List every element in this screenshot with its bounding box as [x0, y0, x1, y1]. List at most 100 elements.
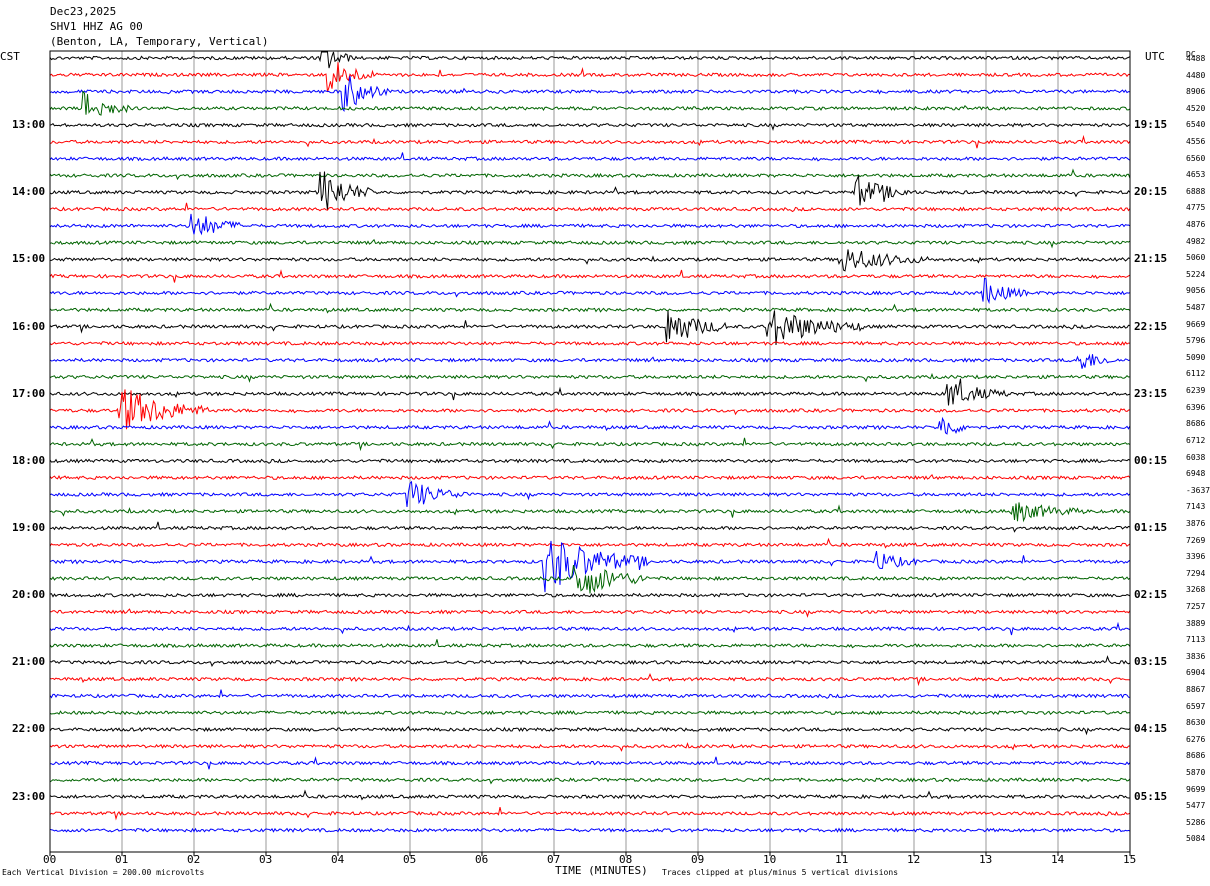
utc-hour-label: 03:15 — [1134, 655, 1168, 669]
seismic-trace — [49, 806, 1131, 821]
dc-offset-label: 9669 — [1186, 319, 1206, 329]
x-tick-label: 12 — [907, 853, 921, 866]
seismic-trace — [49, 756, 1131, 770]
x-tick-label: 06 — [475, 853, 489, 866]
dc-offset-label: 6948 — [1186, 469, 1206, 479]
dc-offset-label: 9056 — [1186, 286, 1206, 296]
dc-offset-label: 6888 — [1186, 186, 1206, 196]
dc-offset-label: -3637 — [1186, 485, 1210, 495]
dc-offset-label: 5286 — [1186, 817, 1206, 827]
dc-offset-label: 8686 — [1186, 419, 1206, 429]
seismic-trace — [49, 238, 1131, 249]
dc-offset-label: 5870 — [1186, 767, 1206, 777]
seismic-trace — [49, 269, 1131, 283]
seismic-trace — [49, 340, 1130, 347]
dc-offset-label: 6597 — [1186, 701, 1206, 711]
utc-hour-label: 04:15 — [1134, 722, 1168, 736]
dc-offset-label: 8630 — [1186, 718, 1206, 728]
seismic-trace — [49, 540, 1131, 593]
minute-gridlines — [121, 51, 1059, 852]
cst-hour-label: 19:00 — [12, 521, 46, 535]
utc-hour-label: 20:15 — [1134, 185, 1168, 199]
utc-hour-label: 02:15 — [1134, 588, 1168, 602]
cst-hour-label: 14:00 — [12, 185, 46, 199]
seismic-trace — [49, 416, 1131, 435]
seismic-trace — [49, 521, 1131, 533]
utc-hour-label: 22:15 — [1134, 319, 1168, 333]
dc-offset-label: 4556 — [1186, 137, 1206, 147]
x-tick-label: 08 — [619, 853, 633, 866]
clipping-note: Traces clipped at plus/minus 5 vertical … — [662, 868, 899, 877]
seismic-trace — [49, 389, 1131, 430]
dc-offset-label: 4982 — [1186, 236, 1206, 246]
seismic-trace — [49, 75, 1131, 112]
x-tick-label: 14 — [1051, 853, 1065, 866]
dc-offset-label: 6560 — [1186, 153, 1206, 163]
dc-offset-label: 6540 — [1186, 120, 1206, 130]
location-label: (Benton, LA, Temporary, Vertical) — [50, 35, 269, 48]
utc-hour-label: 01:15 — [1134, 521, 1168, 535]
seismic-trace — [49, 378, 1131, 406]
cst-hour-label: 21:00 — [12, 655, 46, 669]
dc-offset-label: 9699 — [1186, 784, 1206, 794]
cst-hour-label: 13:00 — [12, 118, 46, 132]
date-label: Dec23,2025 — [50, 5, 117, 18]
dc-offset-label: 4876 — [1186, 220, 1206, 230]
x-tick-label: 00 — [43, 853, 57, 866]
dc-offset-label: 6396 — [1186, 402, 1206, 412]
dc-offset-label: 4775 — [1186, 203, 1206, 213]
dc-offset-label: 3889 — [1186, 618, 1206, 628]
seismic-trace — [49, 202, 1131, 213]
seismic-trace — [49, 213, 1131, 236]
dc-offset-label: 3268 — [1186, 585, 1206, 595]
seismic-trace — [49, 621, 1131, 636]
dc-offset-label: 8906 — [1186, 87, 1206, 97]
dc-offset-label: 5487 — [1186, 303, 1206, 313]
seismic-trace — [49, 277, 1131, 305]
dc-offset-label: 7113 — [1186, 635, 1206, 645]
dc-offset-label: 5796 — [1186, 336, 1206, 346]
x-tick-label: 15 — [1123, 853, 1137, 866]
x-tick-label: 07 — [547, 853, 561, 866]
dc-offset-label: 6038 — [1186, 452, 1206, 462]
dc-offset-label: 6276 — [1186, 734, 1206, 744]
seismic-trace — [49, 168, 1131, 181]
x-axis-title: TIME (MINUTES) — [555, 864, 648, 877]
seismic-trace — [50, 608, 1131, 618]
dc-offset-label: 6112 — [1186, 369, 1206, 379]
dc-offset-label: 5084 — [1186, 834, 1206, 844]
seismic-trace — [49, 709, 1131, 716]
station-label: SHV1 HHZ AG 00 — [50, 20, 143, 33]
x-tick-label: 13 — [979, 853, 993, 866]
seismic-trace — [49, 592, 1131, 598]
dc-offset-label: 3876 — [1186, 518, 1206, 528]
utc-hour-label: 05:15 — [1134, 789, 1168, 803]
scale-note: Each Vertical Division = 200.00 microvol… — [2, 868, 205, 877]
seismic-trace — [49, 152, 1131, 162]
seismic-trace — [49, 537, 1131, 549]
x-tick-label: 04 — [331, 853, 345, 866]
dc-offset-label: 5477 — [1186, 801, 1206, 811]
seismic-trace — [49, 171, 1131, 211]
cst-hour-label: 22:00 — [12, 722, 46, 736]
dc-offset-label: 8686 — [1186, 751, 1206, 761]
cst-hour-label: 17:00 — [12, 386, 46, 400]
seismic-trace — [49, 437, 1131, 452]
seismic-trace — [49, 777, 1131, 785]
seismic-trace — [49, 302, 1131, 314]
seismic-trace — [49, 122, 1131, 132]
dc-offset-label: 8867 — [1186, 684, 1206, 694]
seismic-trace — [49, 310, 1131, 346]
plot-frame — [49, 50, 1131, 853]
seismic-trace — [49, 502, 1131, 523]
x-tick-label: 01 — [115, 853, 129, 866]
seismic-trace — [49, 827, 1131, 833]
seismic-trace — [49, 458, 1131, 464]
cst-hour-label: 15:00 — [12, 252, 46, 266]
x-tick-label: 09 — [691, 853, 705, 866]
seismic-trace — [49, 564, 1131, 594]
dc-offset-label: 4520 — [1186, 103, 1206, 113]
seismic-trace — [49, 655, 1131, 668]
dc-offset-label: 5060 — [1186, 253, 1206, 263]
